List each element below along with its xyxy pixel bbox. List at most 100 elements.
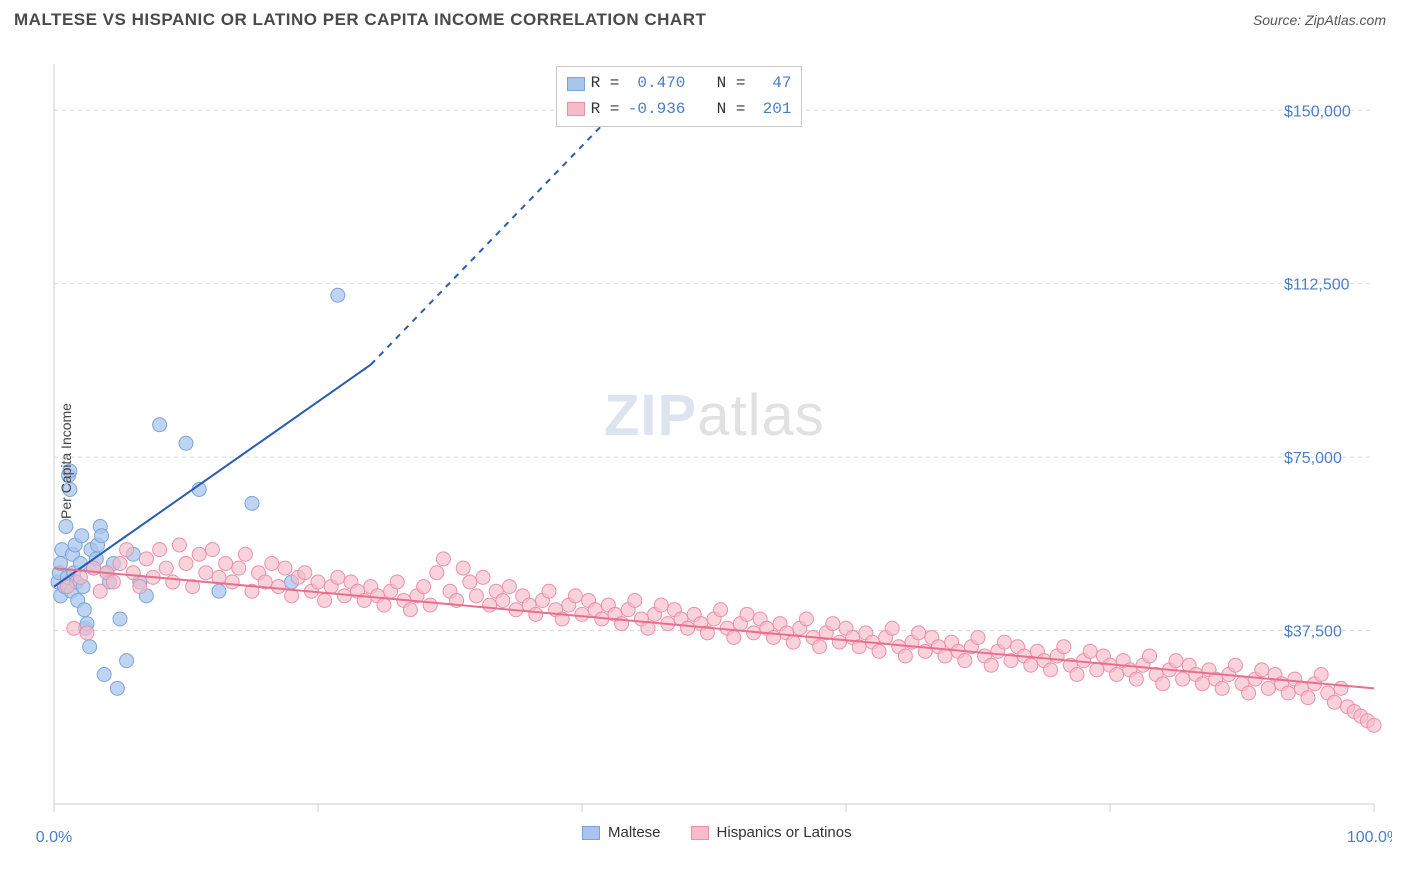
data-point bbox=[1228, 658, 1242, 672]
data-point bbox=[436, 552, 450, 566]
data-point bbox=[59, 520, 73, 534]
data-point bbox=[1261, 681, 1275, 695]
data-point bbox=[826, 617, 840, 631]
data-point bbox=[423, 598, 437, 612]
data-point bbox=[463, 575, 477, 589]
data-point bbox=[77, 603, 91, 617]
data-point bbox=[654, 598, 668, 612]
data-point bbox=[1327, 695, 1341, 709]
data-point bbox=[278, 561, 292, 575]
stat-r-value: 0.470 bbox=[625, 71, 685, 97]
data-point bbox=[542, 584, 556, 598]
stat-n-label: N = bbox=[717, 97, 746, 123]
data-point bbox=[476, 570, 490, 584]
data-point bbox=[1301, 691, 1315, 705]
y-axis-label: Per Capita Income bbox=[58, 403, 74, 519]
data-point bbox=[232, 561, 246, 575]
data-point bbox=[984, 658, 998, 672]
data-point bbox=[898, 649, 912, 663]
data-point bbox=[681, 621, 695, 635]
data-point bbox=[67, 621, 81, 635]
data-point bbox=[971, 631, 985, 645]
data-point bbox=[938, 649, 952, 663]
data-point bbox=[153, 543, 167, 557]
data-point bbox=[377, 598, 391, 612]
correlation-stats-box: R =0.470 N =47R =-0.936 N =201 bbox=[556, 66, 803, 127]
data-point bbox=[568, 589, 582, 603]
data-point bbox=[417, 580, 431, 594]
stat-n-value: 201 bbox=[751, 97, 791, 123]
data-point bbox=[496, 594, 510, 608]
y-tick-label: $150,000 bbox=[1284, 103, 1351, 120]
data-point bbox=[1195, 677, 1209, 691]
stat-r-value: -0.936 bbox=[625, 97, 685, 123]
data-point bbox=[97, 668, 111, 682]
legend-swatch bbox=[582, 826, 600, 840]
data-point bbox=[1255, 663, 1269, 677]
data-point bbox=[238, 547, 252, 561]
data-point bbox=[179, 436, 193, 450]
data-point bbox=[1334, 681, 1348, 695]
series-hispanics-or-latinos bbox=[60, 538, 1381, 732]
data-point bbox=[799, 612, 813, 626]
legend-item: Hispanics or Latinos bbox=[691, 824, 852, 841]
data-point bbox=[95, 529, 109, 543]
source-name: ZipAtlas.com bbox=[1305, 12, 1386, 28]
data-point bbox=[390, 575, 404, 589]
data-point bbox=[575, 607, 589, 621]
data-point bbox=[219, 557, 233, 571]
data-point bbox=[1129, 672, 1143, 686]
data-point bbox=[1024, 658, 1038, 672]
data-point bbox=[110, 681, 124, 695]
data-point bbox=[997, 635, 1011, 649]
data-point bbox=[93, 584, 107, 598]
data-point bbox=[245, 496, 259, 510]
data-point bbox=[265, 557, 279, 571]
data-point bbox=[1057, 640, 1071, 654]
data-point bbox=[1143, 649, 1157, 663]
data-point bbox=[740, 607, 754, 621]
data-point bbox=[1242, 686, 1256, 700]
data-point bbox=[212, 584, 226, 598]
data-point bbox=[113, 612, 127, 626]
data-point bbox=[205, 543, 219, 557]
chart-container: Per Capita Income $37,500$75,000$112,500… bbox=[14, 44, 1392, 878]
data-point bbox=[120, 654, 134, 668]
data-point bbox=[1367, 718, 1381, 732]
data-point bbox=[225, 575, 239, 589]
stat-n-value: 47 bbox=[751, 71, 791, 97]
data-point bbox=[714, 603, 728, 617]
data-point bbox=[113, 557, 127, 571]
x-tick-label: 0.0% bbox=[36, 829, 72, 846]
data-point bbox=[1070, 668, 1084, 682]
data-point bbox=[1090, 663, 1104, 677]
data-point bbox=[403, 603, 417, 617]
y-tick-label: $37,500 bbox=[1284, 624, 1342, 641]
data-point bbox=[83, 640, 97, 654]
data-point bbox=[529, 607, 543, 621]
data-point bbox=[1176, 672, 1190, 686]
stat-row: R =0.470 N =47 bbox=[567, 71, 792, 97]
stat-r-label: R = bbox=[591, 97, 620, 123]
stat-r-label: R = bbox=[591, 71, 620, 97]
data-point bbox=[106, 575, 120, 589]
stat-row: R =-0.936 N =201 bbox=[567, 97, 792, 123]
data-point bbox=[456, 561, 470, 575]
series-maltese bbox=[51, 288, 345, 695]
data-point bbox=[430, 566, 444, 580]
data-point bbox=[172, 538, 186, 552]
data-point bbox=[153, 418, 167, 432]
stat-n-label: N = bbox=[717, 71, 746, 97]
data-point bbox=[912, 626, 926, 640]
source-attribution: Source: ZipAtlas.com bbox=[1253, 12, 1386, 28]
data-point bbox=[483, 598, 497, 612]
trend-line bbox=[54, 568, 1374, 688]
data-point bbox=[166, 575, 180, 589]
data-point bbox=[298, 566, 312, 580]
data-point bbox=[813, 640, 827, 654]
data-point bbox=[628, 594, 642, 608]
data-point bbox=[1083, 644, 1097, 658]
legend-label: Maltese bbox=[608, 824, 661, 841]
data-point bbox=[727, 631, 741, 645]
data-point bbox=[179, 557, 193, 571]
